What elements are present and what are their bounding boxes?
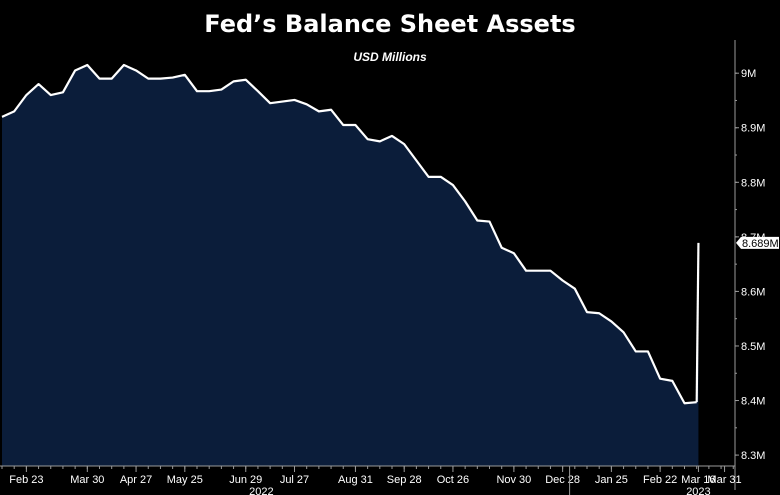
x-tick-label: Jun 29: [229, 474, 262, 486]
x-tick-label: Feb 22: [643, 474, 677, 486]
x-tick-label: Mar 30: [70, 474, 104, 486]
x-tick-label: Apr 27: [120, 474, 152, 486]
y-tick-label: 9M: [741, 68, 756, 80]
area-fill: [2, 65, 699, 466]
y-tick-label: 8.5M: [741, 341, 765, 353]
x-tick-label: Nov 30: [496, 474, 531, 486]
x-tick-label: Jan 25: [595, 474, 628, 486]
x-tick-label: Dec 28: [545, 474, 580, 486]
x-year-label: 2023: [686, 486, 710, 495]
x-tick-label: Mar 16: [681, 474, 715, 486]
series-line: [1, 63, 697, 405]
x-tick-label: Mar 31: [707, 474, 741, 486]
y-axis: 9M8.9M8.8M8.7M8.6M8.5M8.4M8.3M8.689M: [734, 40, 779, 490]
x-tick-label: May 25: [167, 474, 203, 486]
x-tick-label: Oct 26: [437, 474, 469, 486]
plot-area: [1, 63, 700, 466]
x-tick-label: Aug 31: [338, 474, 373, 486]
y-tick-label: 8.4M: [741, 396, 765, 408]
y-tick-label: 8.3M: [741, 450, 765, 462]
y-tick-label: 8.9M: [741, 123, 765, 135]
chart-title: Fed’s Balance Sheet Assets: [204, 10, 576, 38]
series-line-jump: [695, 242, 700, 403]
x-tick-label: Jul 27: [280, 474, 309, 486]
x-tick-label: Feb 23: [9, 474, 43, 486]
x-tick-label: Sep 28: [387, 474, 422, 486]
y-tick-label: 8.6M: [741, 286, 765, 298]
chart-subtitle: USD Millions: [353, 50, 427, 64]
y-tick-label: 8.8M: [741, 177, 765, 189]
last-value-label: 8.689M: [742, 238, 779, 250]
x-axis: Feb 23 Mar 30 Apr 27 May 25 Jun 29 Jul 27 Aug …: [0, 465, 742, 495]
x-year-label: 2022: [249, 486, 273, 495]
last-value-marker: [736, 236, 779, 249]
